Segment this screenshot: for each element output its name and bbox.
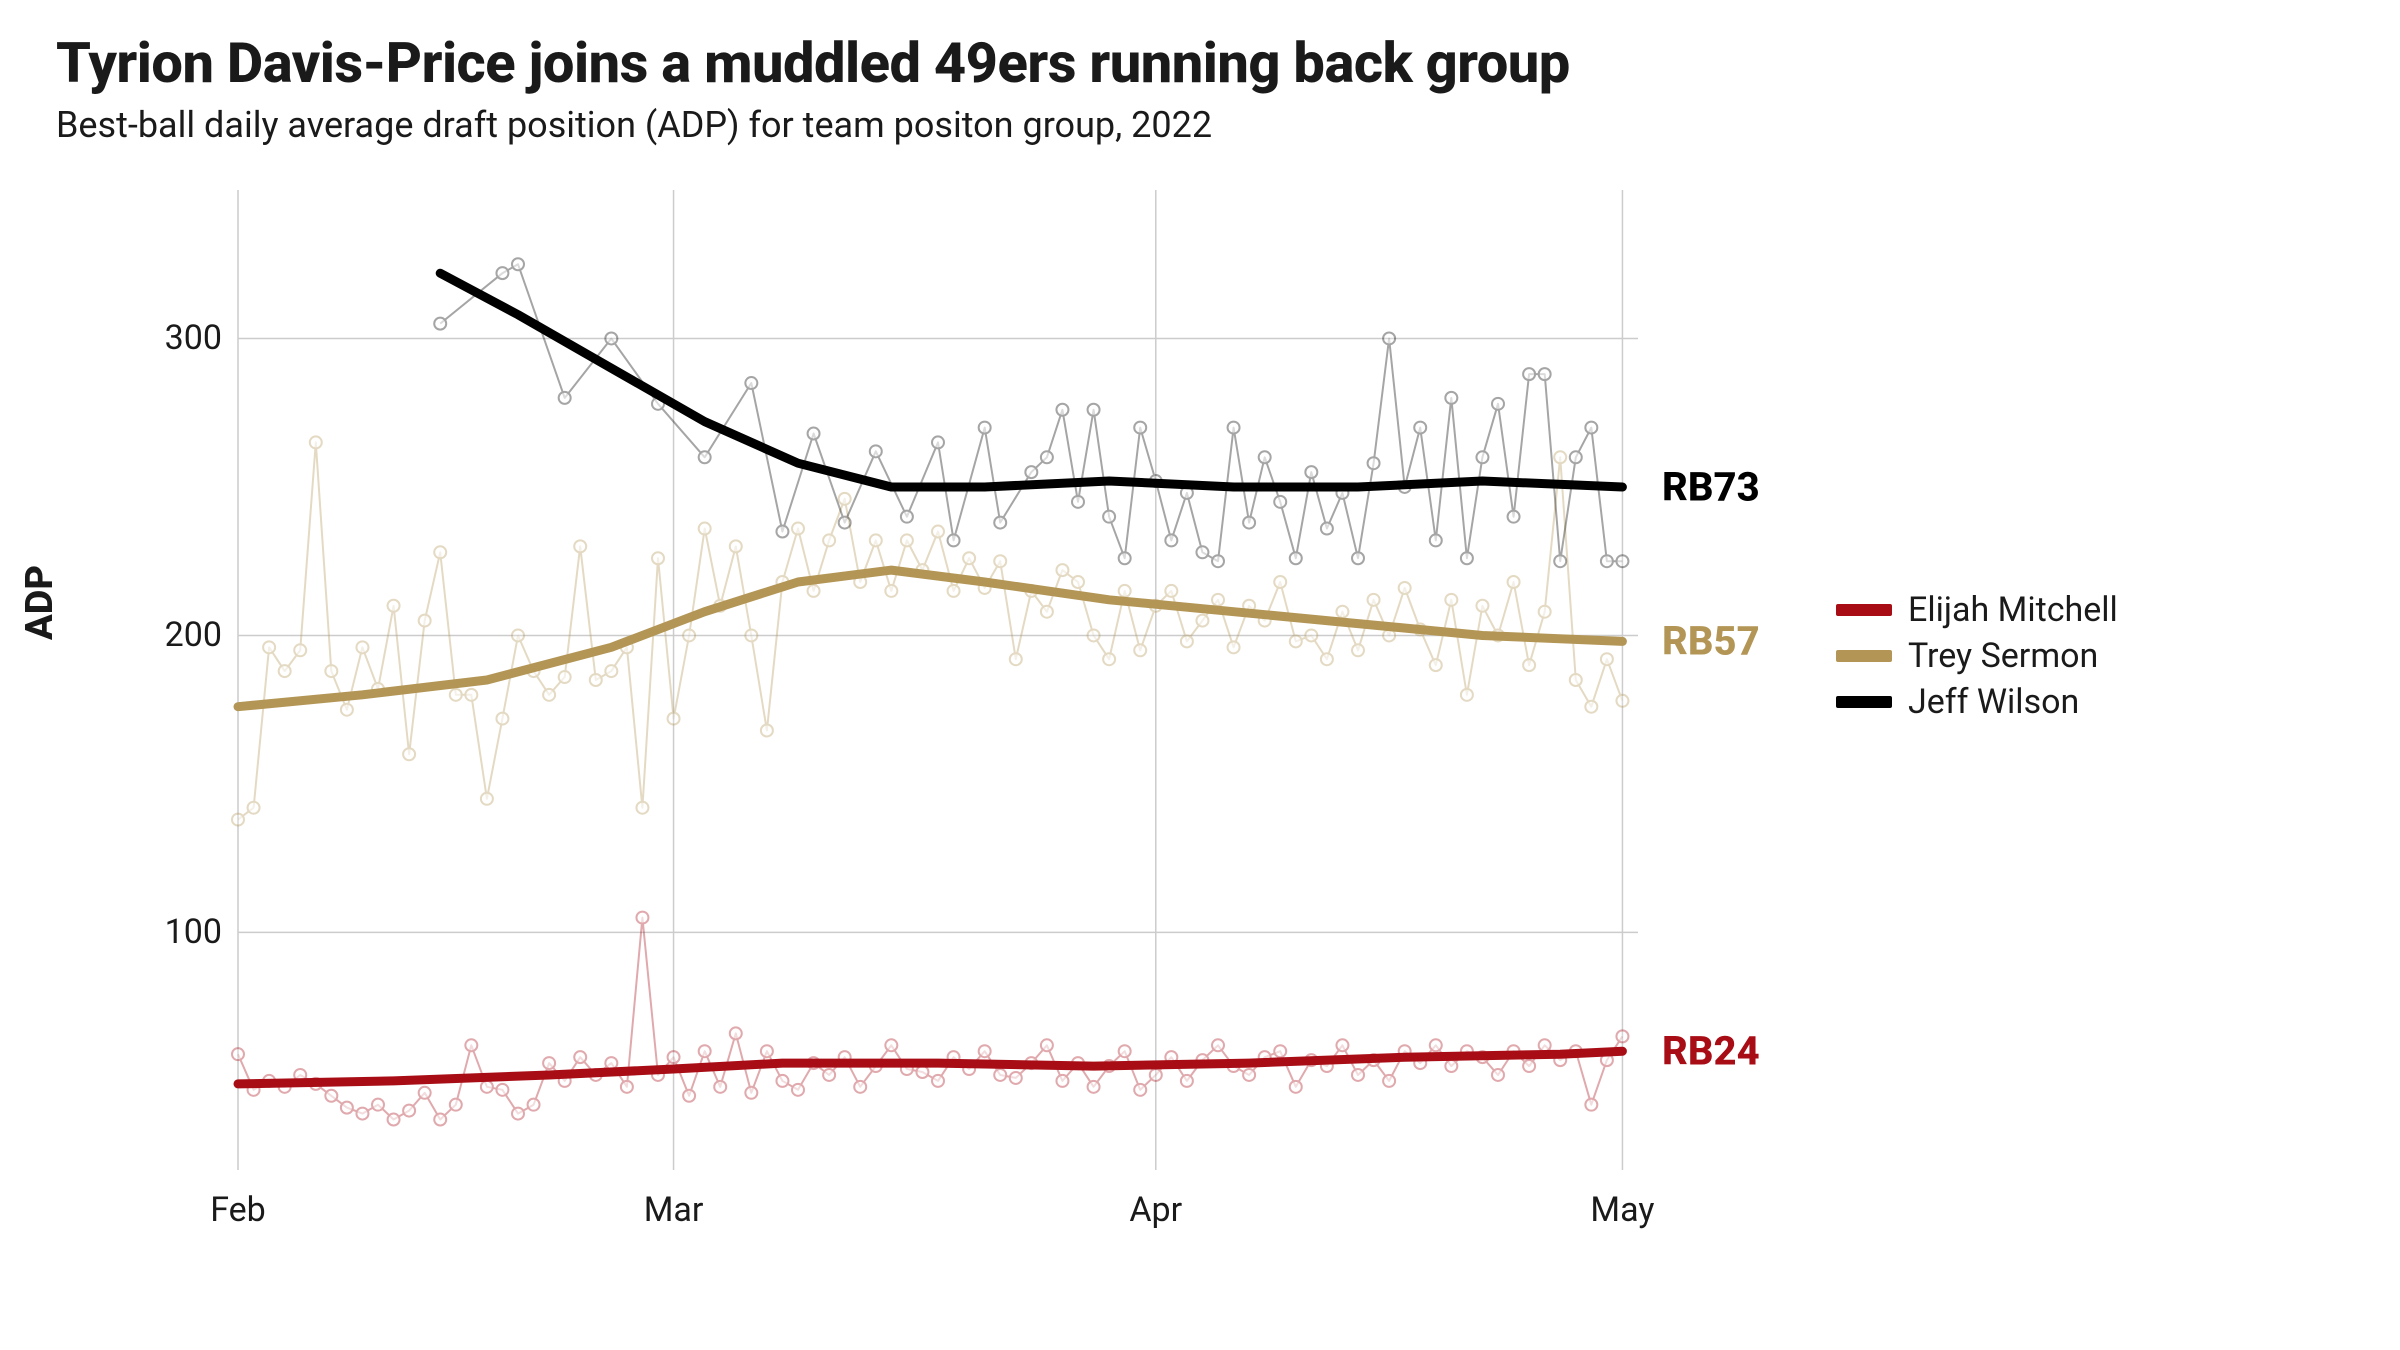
y-tick-label: 200	[165, 615, 222, 655]
series-smooth	[238, 1051, 1622, 1084]
legend-swatch	[1836, 650, 1892, 662]
series-end-label: RB57	[1662, 618, 1760, 665]
series-raw	[434, 258, 1628, 567]
legend-swatch	[1836, 696, 1892, 708]
chart-title: Tyrion Davis-Price joins a muddled 49ers…	[56, 30, 1570, 96]
x-tick-label: Feb	[210, 1190, 266, 1230]
chart-subtitle: Best-ball daily average draft position (…	[56, 104, 1212, 146]
x-tick-label: May	[1590, 1190, 1654, 1230]
x-tick-label: Apr	[1129, 1190, 1182, 1230]
plot-area	[238, 190, 1638, 1170]
series-smooth	[238, 570, 1622, 707]
series-raw	[232, 912, 1628, 1126]
legend-label: Elijah Mitchell	[1908, 590, 2118, 630]
chart-page: Tyrion Davis-Price joins a muddled 49ers…	[0, 0, 2400, 1350]
x-tick-label: Mar	[644, 1190, 704, 1230]
y-axis-label: ADP	[18, 565, 62, 640]
y-tick-label: 100	[165, 912, 222, 952]
legend-swatch	[1836, 604, 1892, 616]
legend-label: Trey Sermon	[1908, 636, 2098, 676]
legend-item: Trey Sermon	[1836, 636, 2118, 676]
legend-item: Elijah Mitchell	[1836, 590, 2118, 630]
legend: Elijah Mitchell Trey Sermon Jeff Wilson	[1836, 590, 2118, 728]
series-end-label: RB24	[1662, 1028, 1760, 1075]
legend-item: Jeff Wilson	[1836, 682, 2118, 722]
y-tick-label: 300	[165, 318, 222, 358]
series-end-label: RB73	[1662, 463, 1760, 510]
legend-label: Jeff Wilson	[1908, 682, 2079, 722]
